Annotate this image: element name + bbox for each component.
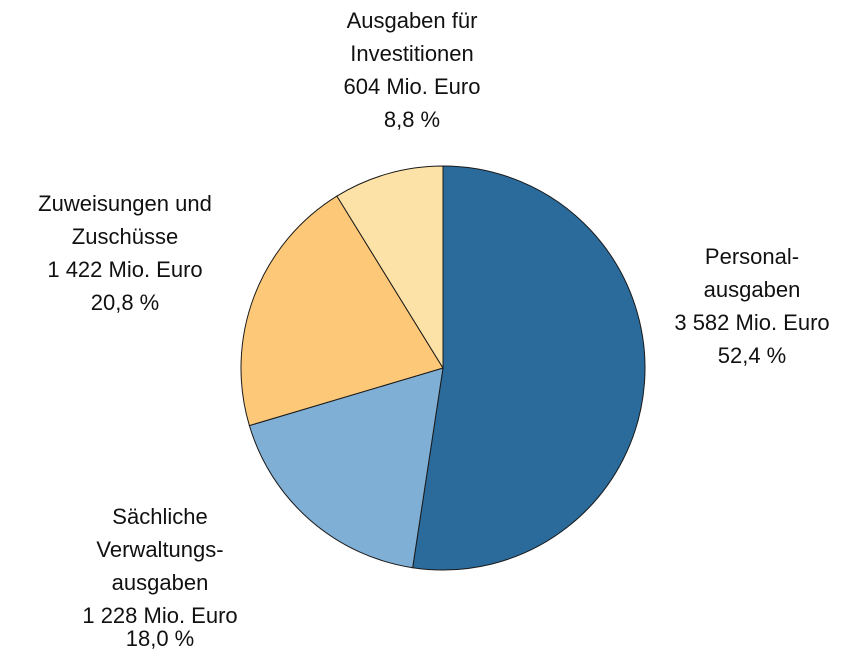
slice-label: Personal- bbox=[705, 244, 799, 269]
value-label: 18,0 % bbox=[126, 626, 195, 651]
value-label: 20,8 % bbox=[91, 290, 160, 315]
pie-slice bbox=[240, 195, 444, 427]
slice-label: Zuschüsse bbox=[72, 224, 178, 249]
amount-label: 1 422 Mio. Euro bbox=[47, 257, 202, 282]
slice-label: ausgaben bbox=[704, 277, 801, 302]
slice-label: Sächliche bbox=[112, 504, 207, 529]
slice-label: Verwaltungs- bbox=[96, 537, 223, 562]
slice-label: ausgaben bbox=[112, 570, 209, 595]
slice-label: Investitionen bbox=[350, 41, 474, 66]
pie-slice bbox=[412, 165, 646, 571]
value-label: 8,8 % bbox=[384, 107, 440, 132]
slice-label: Zuweisungen und bbox=[38, 191, 212, 216]
pie-slice bbox=[248, 367, 444, 569]
amount-label: 604 Mio. Euro bbox=[344, 74, 481, 99]
amount-label: 1 228 Mio. Euro bbox=[82, 603, 237, 628]
pie-slice bbox=[336, 165, 444, 370]
slice-label: Ausgaben für bbox=[347, 8, 478, 33]
value-label: 52,4 % bbox=[718, 343, 787, 368]
amount-label: 3 582 Mio. Euro bbox=[674, 310, 829, 335]
